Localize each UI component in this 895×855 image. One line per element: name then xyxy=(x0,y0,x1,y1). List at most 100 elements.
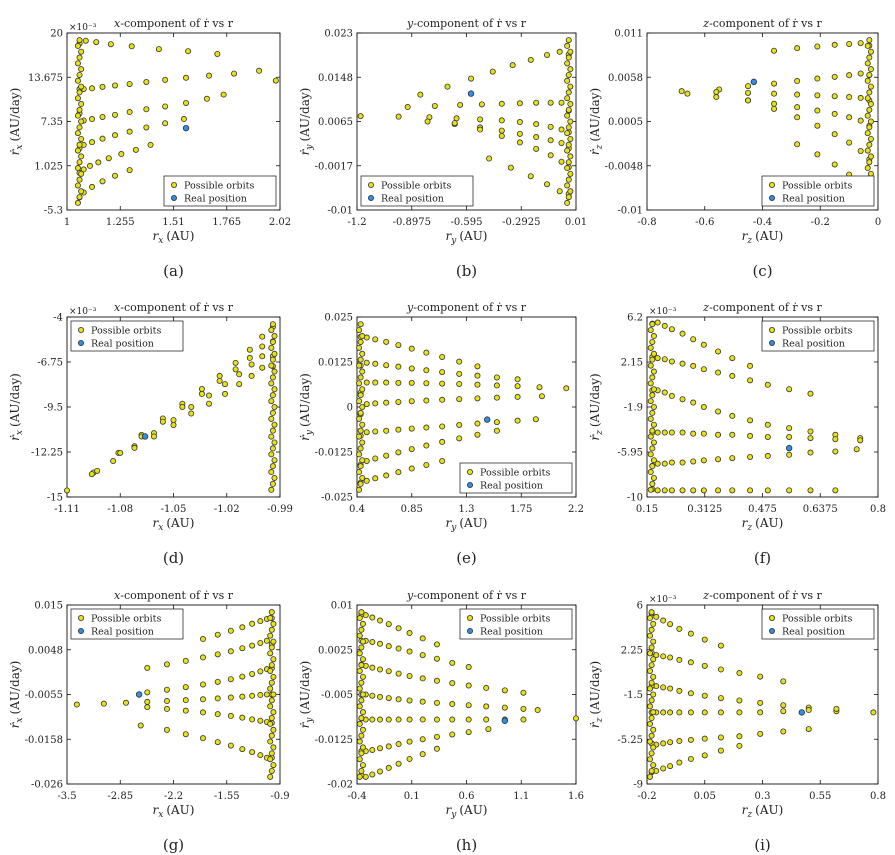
chart-panel-d: -1.11 -1.08 -1.05 -1.02 -0.99 -15 -12.25 -9.5 -6… xyxy=(8,301,293,567)
legend-possible-label: Possible orbits xyxy=(782,181,852,192)
x-tick-label: 0.01 xyxy=(565,217,587,228)
possible-orbit-point xyxy=(268,469,275,476)
possible-orbit-point xyxy=(520,716,527,723)
possible-orbit-point xyxy=(74,112,81,119)
possible-orbit-point xyxy=(864,112,871,119)
possible-orbit-point xyxy=(857,147,864,154)
possible-orbit-point xyxy=(356,362,363,369)
possible-orbit-point xyxy=(359,439,366,446)
possible-orbit-point xyxy=(358,697,365,704)
possible-orbit-point xyxy=(457,101,464,108)
possible-orbit-point xyxy=(395,741,402,748)
legend-real-label: Real position xyxy=(91,627,154,638)
possible-orbit-point xyxy=(227,694,234,701)
legend-real-marker xyxy=(769,194,776,201)
possible-orbit-point xyxy=(771,100,778,107)
x-tick-label: 0.55 xyxy=(809,791,831,802)
legend: Possible orbits Real position xyxy=(360,175,474,207)
possible-orbit-point xyxy=(648,679,655,686)
possible-orbit-point xyxy=(376,693,383,700)
y-label-symbol: ṙ xyxy=(298,434,312,441)
possible-orbit-point xyxy=(558,99,565,106)
legend-box xyxy=(163,175,277,207)
real-position-point xyxy=(141,433,149,440)
possible-orbit-point xyxy=(676,625,683,632)
possible-orbit-point xyxy=(433,716,440,723)
possible-orbit-point xyxy=(408,345,415,352)
possible-orbit-point xyxy=(814,92,821,99)
y-label-subscript: z xyxy=(595,144,605,150)
possible-orbit-point xyxy=(653,652,660,659)
real-position-point xyxy=(785,444,793,452)
legend-possible-label: Possible orbits xyxy=(184,181,254,192)
possible-orbit-point xyxy=(474,431,481,438)
possible-orbit-point xyxy=(650,474,657,481)
possible-orbit-point xyxy=(385,743,392,750)
possible-orbit-point xyxy=(271,403,278,410)
possible-orbit-point xyxy=(520,705,527,712)
possible-orbit-point xyxy=(867,135,874,142)
possible-orbit-point xyxy=(236,381,243,388)
y-tick-label: -15 xyxy=(47,493,63,504)
possible-orbit-point xyxy=(832,487,839,494)
possible-orbit-point xyxy=(78,101,85,108)
possible-orbit-point xyxy=(687,755,694,762)
possible-orbit-point xyxy=(423,367,430,374)
possible-orbit-point xyxy=(359,421,366,428)
possible-orbit-point xyxy=(715,456,722,463)
x-tick-label: 2.02 xyxy=(269,217,291,228)
possible-orbit-point xyxy=(357,374,364,381)
possible-orbit-point xyxy=(267,615,274,622)
y-tick-label: -4 xyxy=(53,313,63,324)
possible-orbit-point xyxy=(406,697,413,704)
possible-orbit-point xyxy=(864,165,871,172)
x-axis-label: rx (AU) xyxy=(153,516,195,533)
possible-orbit-point xyxy=(564,130,571,137)
y-tick-label: -0.0017 xyxy=(315,161,353,172)
possible-orbit-point xyxy=(533,121,540,128)
possible-orbit-point xyxy=(864,95,871,102)
x-tick-label: -1.2 xyxy=(347,217,366,228)
possible-orbit-point xyxy=(363,477,370,484)
legend: Possible orbits Real position xyxy=(70,320,184,352)
x-tick-label: 2.2 xyxy=(568,504,584,515)
possible-orbit-point xyxy=(267,650,274,657)
y-tick-label: -0.01 xyxy=(617,206,643,217)
possible-orbit-point xyxy=(449,680,456,687)
y-tick-label: -9 xyxy=(633,780,643,791)
y-label-unit: (AU/day) xyxy=(588,373,602,427)
possible-orbit-point xyxy=(794,45,801,52)
possible-orbit-point xyxy=(369,716,376,723)
possible-orbit-point xyxy=(667,621,674,628)
possible-orbit-point xyxy=(268,767,275,774)
legend-real-label: Real position xyxy=(91,339,154,350)
possible-orbit-point xyxy=(451,120,458,127)
possible-orbit-point xyxy=(679,396,686,403)
possible-orbit-point xyxy=(679,487,686,494)
possible-orbit-point xyxy=(465,682,472,689)
possible-orbit-point xyxy=(814,122,821,129)
possible-orbit-point xyxy=(359,457,366,464)
possible-orbit-point xyxy=(647,738,654,745)
possible-orbit-point xyxy=(676,738,683,745)
possible-orbit-point xyxy=(76,71,83,78)
possible-orbit-point xyxy=(76,37,83,44)
possible-orbit-point xyxy=(359,403,366,410)
possible-orbit-point xyxy=(650,638,657,645)
y-tick-label: 2.15 xyxy=(621,358,643,369)
possible-orbit-point xyxy=(357,427,364,434)
possible-orbit-point xyxy=(701,636,708,643)
possible-orbit-point xyxy=(269,409,276,416)
possible-orbit-point xyxy=(369,692,376,699)
legend-possible-marker xyxy=(466,615,473,622)
possible-orbit-point xyxy=(701,692,708,699)
possible-orbit-point xyxy=(650,691,657,698)
possible-orbit-point xyxy=(359,638,366,645)
possible-orbit-point xyxy=(780,708,787,715)
y-tick-label: -0.02 xyxy=(327,780,353,791)
possible-orbit-point xyxy=(249,692,256,699)
y-tick-label: 6 xyxy=(637,601,643,612)
possible-orbit-point xyxy=(736,709,743,716)
x-tick-label: -0.6 xyxy=(695,217,714,228)
possible-orbit-point xyxy=(433,655,440,662)
